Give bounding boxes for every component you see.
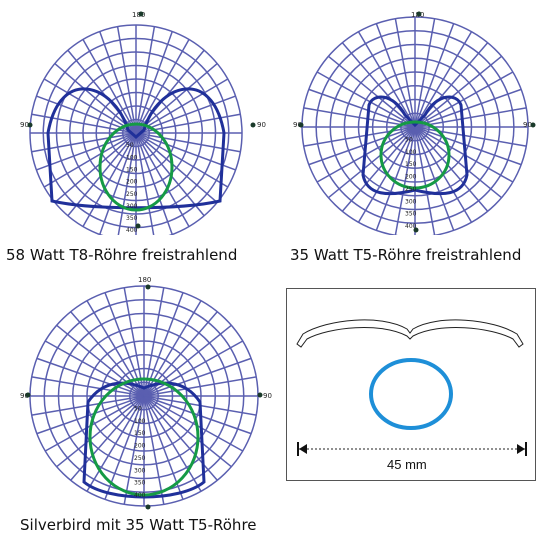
reflector-drawing-box: 45 mm <box>286 288 536 481</box>
radial-scale-label: 300 <box>134 467 146 474</box>
radial-scale-label: 400 <box>405 223 417 230</box>
green-curve <box>379 120 451 190</box>
radial-scale-label: 350 <box>405 211 417 218</box>
reflector-profile <box>296 319 524 348</box>
radial-scale-label: 100 <box>126 154 138 161</box>
radial-scale-label: 200 <box>126 179 138 186</box>
green-curve <box>88 377 200 497</box>
radial-scale-label: 250 <box>405 186 417 193</box>
radial-scale-label: 100 <box>405 149 417 156</box>
angle-label-180: 180 <box>132 11 145 19</box>
dimension-label: 45 mm <box>387 457 427 472</box>
radial-scale-label: 50 <box>134 405 142 412</box>
radial-scale-label: 400 <box>126 227 138 234</box>
radial-scale-label: 200 <box>405 174 417 181</box>
green-curve <box>98 122 174 212</box>
angle-label-90-left: 90 <box>20 392 29 400</box>
polar-diagram-1: 180 90 90 50 100 150 200 250 300 350 400 <box>20 11 266 235</box>
radial-scale-label: 150 <box>126 166 138 173</box>
caption-diagram-3: Silverbird mit 35 Watt T5-Röhre <box>20 516 257 534</box>
polar-grid-lines <box>29 24 243 235</box>
radial-scale-label: 150 <box>134 430 146 437</box>
radial-scale-label: 400 <box>134 492 146 499</box>
angle-label-90-left: 90 <box>293 121 302 129</box>
blue-curve <box>46 87 226 210</box>
caption-diagram-2: 35 Watt T5-Röhre freistrahlend <box>290 246 522 264</box>
radial-scale-label: 350 <box>126 215 138 222</box>
angle-label-90-right: 90 <box>257 121 266 129</box>
radial-scale-label: 50 <box>126 142 134 149</box>
radial-scale-label: 350 <box>134 480 146 487</box>
radial-scale-label: 300 <box>405 198 417 205</box>
reflector-drawing: 45 mm <box>296 319 527 472</box>
caption-diagram-1: 58 Watt T8-Röhre freistrahlend <box>6 246 238 264</box>
radial-scale-label: 100 <box>134 418 146 425</box>
polar-diagram-3: 180 90 90 50 100 150 200 250 300 350 400 <box>20 276 272 510</box>
blue-curve <box>361 95 469 196</box>
radial-scale-label: 250 <box>126 191 138 198</box>
radial-scale-label: 150 <box>405 161 417 168</box>
radial-scale-label: 200 <box>134 443 146 450</box>
radial-scale-label: 300 <box>126 203 138 210</box>
angle-label-180: 180 <box>138 276 151 284</box>
angle-label-90-right: 90 <box>523 121 532 129</box>
tube-cross-section <box>369 358 453 430</box>
radial-scale-label: 50 <box>405 136 413 143</box>
angle-label-90-left: 90 <box>20 121 29 129</box>
angle-label-90-right: 90 <box>263 392 272 400</box>
radial-scale-label: 250 <box>134 455 146 462</box>
